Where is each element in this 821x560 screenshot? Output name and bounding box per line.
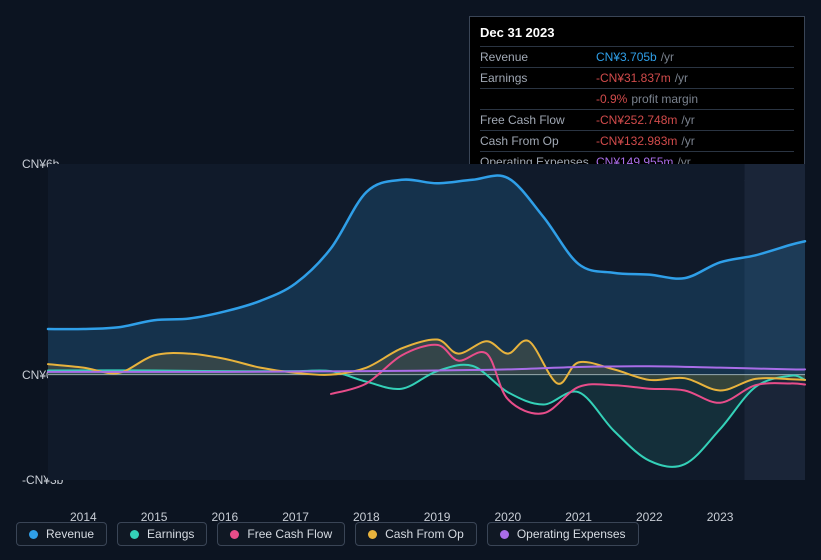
tooltip-row: Earnings-CN¥31.837m/yr xyxy=(480,67,794,88)
legend-label: Operating Expenses xyxy=(517,527,626,541)
legend-item-opex[interactable]: Operating Expenses xyxy=(487,522,639,546)
legend-label: Revenue xyxy=(46,527,94,541)
x-axis-label: 2022 xyxy=(636,510,663,524)
legend-dot-icon xyxy=(230,530,239,539)
tooltip-row: RevenueCN¥3.705b/yr xyxy=(480,46,794,67)
chart-area: CN¥6bCN¥0-CN¥3b 201420152016201720182019… xyxy=(16,160,805,500)
tooltip-row-label: Cash From Op xyxy=(480,134,596,148)
chart-plot xyxy=(48,164,805,480)
tooltip-row-suffix: profit margin xyxy=(631,92,698,106)
legend-dot-icon xyxy=(29,530,38,539)
tooltip-rows: RevenueCN¥3.705b/yrEarnings-CN¥31.837m/y… xyxy=(480,46,794,172)
chart-tooltip: Dec 31 2023 RevenueCN¥3.705b/yrEarnings-… xyxy=(469,16,805,181)
tooltip-row-suffix: /yr xyxy=(681,134,694,148)
legend: Revenue Earnings Free Cash Flow Cash From O… xyxy=(16,522,639,546)
tooltip-row-value: -0.9% xyxy=(596,92,627,106)
tooltip-row-label xyxy=(480,92,596,106)
tooltip-row-label: Free Cash Flow xyxy=(480,113,596,127)
legend-item-earnings[interactable]: Earnings xyxy=(117,522,207,546)
tooltip-row-label: Revenue xyxy=(480,50,596,64)
legend-dot-icon xyxy=(130,530,139,539)
tooltip-row: Free Cash Flow-CN¥252.748m/yr xyxy=(480,109,794,130)
legend-label: Cash From Op xyxy=(385,527,464,541)
x-axis-label: 2023 xyxy=(707,510,734,524)
legend-item-cfo[interactable]: Cash From Op xyxy=(355,522,477,546)
tooltip-row-suffix: /yr xyxy=(661,50,674,64)
legend-label: Free Cash Flow xyxy=(247,527,332,541)
tooltip-row-label: Earnings xyxy=(480,71,596,85)
tooltip-row-value: CN¥3.705b xyxy=(596,50,657,64)
tooltip-row-value: -CN¥31.837m xyxy=(596,71,671,85)
legend-item-fcf[interactable]: Free Cash Flow xyxy=(217,522,345,546)
tooltip-row-value: -CN¥252.748m xyxy=(596,113,677,127)
tooltip-row-suffix: /yr xyxy=(681,113,694,127)
legend-label: Earnings xyxy=(147,527,194,541)
tooltip-row: Cash From Op-CN¥132.983m/yr xyxy=(480,130,794,151)
tooltip-row: -0.9% profit margin xyxy=(480,88,794,109)
tooltip-date: Dec 31 2023 xyxy=(480,25,794,46)
legend-dot-icon xyxy=(500,530,509,539)
tooltip-row-suffix: /yr xyxy=(675,71,688,85)
tooltip-row-value: -CN¥132.983m xyxy=(596,134,677,148)
legend-dot-icon xyxy=(368,530,377,539)
legend-item-revenue[interactable]: Revenue xyxy=(16,522,107,546)
